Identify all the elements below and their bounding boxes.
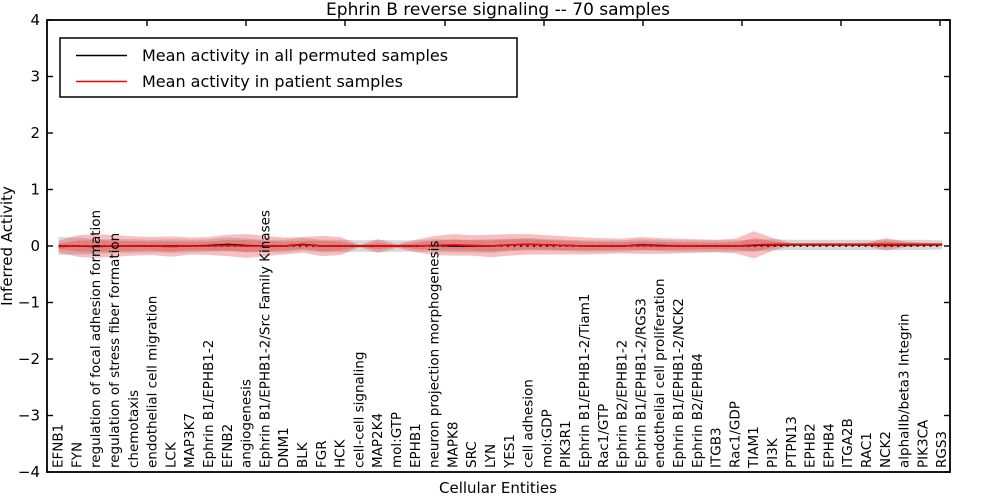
y-tick-label: −1 — [18, 294, 40, 312]
x-tick-label: MAP2K4 — [370, 413, 386, 468]
x-tick-label: EFNB1 — [51, 424, 67, 468]
axis-ticks-layer — [47, 19, 950, 473]
x-tick-label: PIK3R1 — [558, 420, 574, 468]
patient-mean-line — [58, 243, 943, 248]
x-tick-label: Ephrin B1/EPHB1-2/Src Family Kinases — [257, 210, 273, 468]
x-tick-label: RGS3 — [934, 431, 950, 468]
x-tick-label: mol:GDP — [539, 409, 555, 468]
x-tick-label: PTPN13 — [784, 416, 800, 468]
x-tick-label: Rac1/GDP — [727, 401, 743, 468]
x-tick-label: MAPK8 — [445, 422, 461, 468]
y-tick-label: 3 — [30, 68, 40, 86]
y-tick-label: 0 — [30, 237, 40, 255]
x-tick-label: ITGA2B — [840, 418, 856, 468]
y-tick-label: 4 — [30, 11, 40, 29]
y-tick-label: 2 — [30, 124, 40, 142]
x-tick-label: DNM1 — [276, 427, 292, 468]
x-tick-label: endothelial cell proliferation — [652, 278, 668, 468]
x-tick-label: SRC — [464, 441, 480, 468]
y-axis-label: Inferred Activity — [0, 186, 16, 306]
x-tick-labels: EFNB1 FYN regulation of focal adhesion for… — [51, 210, 951, 469]
x-tick-label: endothelial cell migration — [145, 296, 161, 468]
x-tick-label: alphaIIb/beta3 Integrin — [897, 314, 913, 468]
x-tick-label: cell adhesion — [521, 379, 537, 468]
x-tick-label: neuron projection morphogenesis — [427, 241, 443, 468]
x-tick-label: EFNB2 — [220, 424, 236, 468]
x-tick-label: angiogenesis — [239, 379, 255, 468]
x-tick-label: Ephrin B1/EPHB1-2/Tiam1 — [577, 294, 593, 468]
x-tick-label: FGR — [314, 440, 330, 468]
y-tick-label: −4 — [18, 463, 40, 481]
x-tick-label: cell-cell signaling — [351, 352, 367, 468]
legend-label-patient: Mean activity in patient samples — [142, 72, 403, 91]
y-tick-label: 1 — [30, 181, 40, 199]
x-tick-label: regulation of focal adhesion formation — [88, 210, 104, 468]
x-tick-label: ITGB3 — [709, 427, 725, 468]
y-tick-labels: 4 3 2 1 0 −1 −2 −3 −4 — [18, 11, 40, 481]
x-tick-label: TIAM1 — [746, 426, 762, 469]
x-tick-label: Ephrin B2/EPHB1-2 — [615, 340, 631, 468]
x-tick-label: RAC1 — [859, 432, 875, 468]
x-tick-label: Ephrin B2/EPHB4 — [690, 353, 706, 468]
x-tick-label: chemotaxis — [126, 390, 142, 468]
x-tick-label: Ephrin B1/EPHB1-2/RGS3 — [633, 298, 649, 468]
series-lines-layer — [58, 243, 943, 248]
legend-box: Mean activity in all permuted samples Me… — [59, 37, 518, 98]
legend-label-permuted: Mean activity in all permuted samples — [142, 46, 448, 65]
x-tick-label: FYN — [69, 442, 85, 468]
x-tick-label: LYN — [483, 444, 499, 468]
x-tick-label: EPHB2 — [803, 423, 819, 468]
x-tick-label: PIK3CA — [915, 419, 931, 468]
y-tick-label: −3 — [18, 407, 40, 425]
x-tick-label: regulation of stress fiber formation — [107, 233, 123, 468]
y-tick-label: −2 — [18, 350, 40, 368]
x-axis-label: Cellular Entities — [439, 479, 557, 497]
x-tick-label: HCK — [333, 438, 349, 468]
x-tick-label: Ephrin B1/EPHB1-2/NCK2 — [671, 298, 687, 468]
x-tick-label: MAP3K7 — [182, 413, 198, 468]
x-tick-label: NCK2 — [878, 431, 894, 468]
x-tick-label: BLK — [295, 441, 311, 468]
x-tick-label: mol:GTP — [389, 412, 405, 468]
chart-title: Ephrin B reverse signaling -- 70 samples — [326, 0, 670, 20]
x-tick-label: Rac1/GTP — [596, 404, 612, 468]
x-tick-label: Ephrin B1/EPHB1-2 — [201, 340, 217, 468]
x-tick-label: PI3K — [765, 437, 781, 468]
x-tick-label: EPHB4 — [821, 423, 837, 468]
x-tick-label: EPHB1 — [408, 423, 424, 468]
x-tick-label: LCK — [163, 441, 179, 468]
x-tick-label: YES1 — [502, 434, 518, 469]
